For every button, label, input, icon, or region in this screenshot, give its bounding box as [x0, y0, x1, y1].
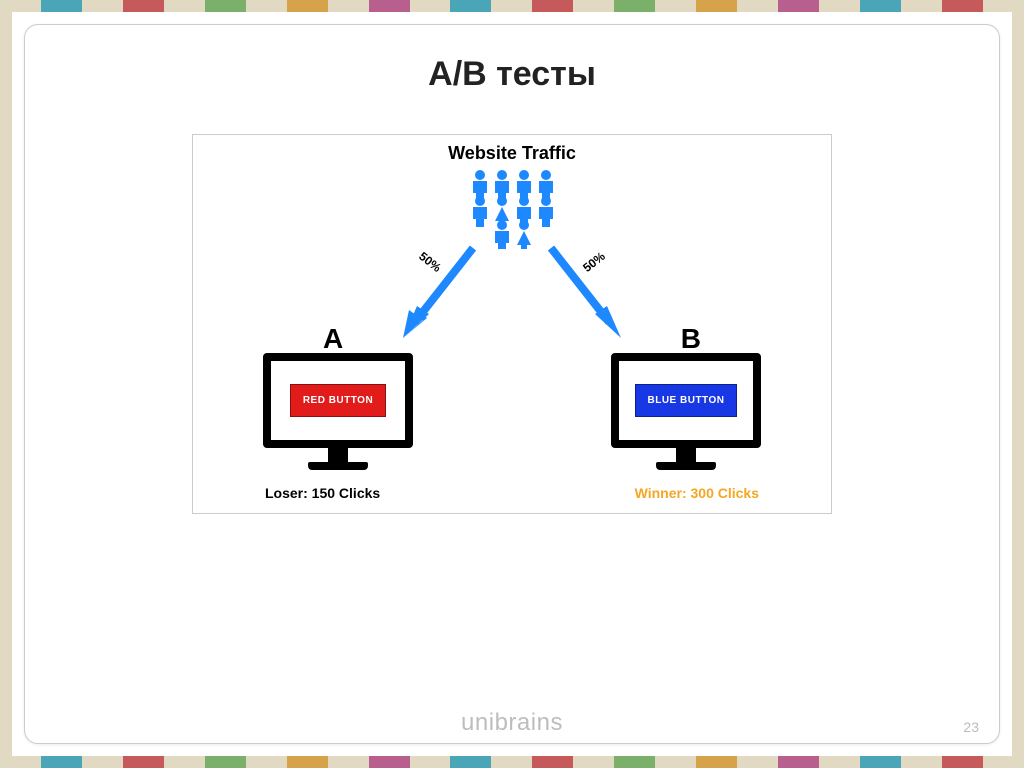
ab-test-diagram: Website Traffic: [192, 134, 832, 514]
brand-logo: unibrains: [25, 709, 999, 737]
variant-b-label: B: [681, 323, 701, 355]
variant-a-result: Loser: 150 Clicks: [265, 485, 380, 501]
border-stripe-left: [0, 0, 12, 768]
monitor-b: BLUE BUTTON: [611, 353, 761, 470]
border-stripe-top: [0, 0, 1024, 12]
variant-a-label: A: [323, 323, 343, 355]
border-stripe-bottom: [0, 756, 1024, 768]
page-number: 23: [963, 719, 979, 735]
slide-frame: A/B тесты Website Traffic: [24, 24, 1000, 744]
variant-a-button: RED BUTTON: [290, 384, 386, 417]
monitor-a-screen: RED BUTTON: [263, 353, 413, 448]
arrow-right-icon: [541, 240, 631, 355]
border-stripe-right: [1012, 0, 1024, 768]
variant-b-result: Winner: 300 Clicks: [635, 485, 759, 501]
arrow-left-icon: [393, 240, 483, 355]
slide-title: A/B тесты: [61, 55, 963, 94]
traffic-label: Website Traffic: [193, 143, 831, 164]
variant-b-button: BLUE BUTTON: [635, 384, 738, 417]
monitor-b-screen: BLUE BUTTON: [611, 353, 761, 448]
monitor-a: RED BUTTON: [263, 353, 413, 470]
